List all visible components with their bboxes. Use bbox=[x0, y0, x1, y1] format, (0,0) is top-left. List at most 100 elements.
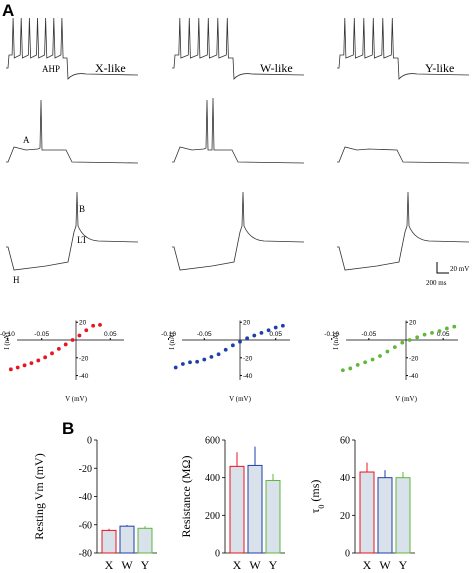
bar-y-tick-label: 200 bbox=[205, 511, 220, 522]
bar-x-label: Y bbox=[269, 558, 278, 572]
bar-x-label: X bbox=[105, 558, 114, 572]
iv-data-point bbox=[437, 329, 442, 334]
bar-X bbox=[229, 465, 245, 554]
iv-y-tick-label: -20 bbox=[243, 355, 253, 362]
column-name-x: X-like bbox=[95, 61, 126, 75]
iv-data-point bbox=[273, 325, 278, 330]
iv-data-point bbox=[63, 342, 68, 347]
iv-data-point bbox=[8, 367, 13, 372]
bar-ylabel: Resistance (MΩ) bbox=[179, 456, 193, 538]
iv-data-point bbox=[84, 328, 89, 333]
iv-data-point bbox=[29, 361, 34, 366]
panel-label-b: B bbox=[62, 419, 74, 438]
voltage-traces bbox=[6, 17, 470, 271]
bar-y-tick-label: 0 bbox=[215, 549, 220, 560]
bar-ylabel-unit: (ms) bbox=[308, 480, 322, 505]
bar-y-tick-label: 400 bbox=[205, 473, 220, 484]
bar-y-tick-label: 60 bbox=[340, 436, 350, 447]
trace-firing-0 bbox=[6, 17, 139, 81]
iv-x-tick-label: -0.05 bbox=[197, 331, 212, 338]
iv-data-point bbox=[50, 351, 54, 356]
iv-data-point bbox=[348, 366, 353, 371]
iv-data-point bbox=[340, 368, 345, 373]
bar-y-tick-label: 20 bbox=[340, 511, 350, 522]
bar-x-label: W bbox=[379, 558, 391, 572]
bar-x-label: W bbox=[121, 558, 133, 572]
bar-ylabel-symbol: τ bbox=[308, 508, 322, 513]
iv-x-tick-label: -0.10 bbox=[0, 331, 15, 338]
bar-X bbox=[359, 471, 375, 554]
bar-y-tick-label: -60 bbox=[79, 520, 92, 531]
bar-Y bbox=[395, 477, 411, 554]
bar-x-label: W bbox=[249, 558, 261, 572]
iv-plot-1: -0.10 -0.05 0.05 20 -20 -40 V (mV) I (nA) bbox=[161, 320, 290, 403]
iv-data-point bbox=[70, 338, 75, 342]
iv-data-point bbox=[378, 354, 382, 358]
column-name-y: Y-like bbox=[425, 61, 454, 75]
iv-x-tick-label: -0.10 bbox=[161, 331, 176, 338]
iv-data-point bbox=[22, 363, 27, 368]
iv-ylabel: I (nA) bbox=[3, 332, 11, 350]
bar-Y bbox=[265, 479, 281, 554]
iv-data-point bbox=[91, 323, 96, 328]
bar-x-label: X bbox=[363, 558, 372, 572]
iv-xlabel: V (mV) bbox=[65, 395, 88, 403]
bar-X bbox=[101, 529, 117, 554]
iv-xlabel: V (mV) bbox=[395, 395, 418, 403]
iv-data-point bbox=[452, 324, 457, 329]
bar-ylabel: Resting Vm (mV) bbox=[32, 453, 46, 539]
iv-y-tick-label: -20 bbox=[79, 355, 89, 362]
bar-W bbox=[119, 525, 135, 554]
iv-data-point bbox=[370, 357, 375, 362]
bar-y-tick-label: 0 bbox=[87, 436, 92, 447]
annotation-a: A bbox=[23, 135, 30, 145]
bar-W bbox=[377, 477, 393, 554]
trace-rebound-2 bbox=[337, 191, 470, 271]
bar-x-label: Y bbox=[141, 558, 150, 572]
iv-data-point bbox=[56, 346, 61, 351]
iv-y-tick-label: 20 bbox=[243, 320, 251, 327]
bar-W bbox=[247, 464, 263, 554]
trace-rebound-0 bbox=[6, 191, 139, 271]
bar-y-tick-label: -80 bbox=[79, 549, 92, 560]
iv-data-point bbox=[216, 352, 221, 357]
bar-Y bbox=[137, 527, 153, 554]
bar-ylabel: τ0 (ms) bbox=[308, 480, 326, 514]
bar-y-tick-label: -20 bbox=[79, 464, 92, 475]
iv-xlabel: V (mV) bbox=[229, 395, 252, 403]
trace-burst-1 bbox=[172, 97, 305, 164]
iv-data-point bbox=[385, 349, 390, 354]
bar-x-label: Y bbox=[399, 558, 408, 572]
iv-data-point bbox=[173, 365, 178, 370]
iv-data-point bbox=[15, 365, 20, 370]
iv-data-point bbox=[209, 354, 214, 359]
iv-data-point bbox=[98, 322, 102, 327]
iv-data-point bbox=[230, 343, 235, 348]
iv-data-point bbox=[195, 359, 200, 364]
trace-burst-0 bbox=[6, 99, 139, 164]
iv-plot-2: -0.10 -0.05 0.05 20 -20 -40 V (mV) I (nA) bbox=[324, 320, 458, 403]
annotation-ahp: AHP bbox=[42, 64, 60, 74]
trace-firing-1 bbox=[172, 17, 305, 81]
iv-data-point bbox=[238, 339, 242, 344]
iv-data-point bbox=[259, 330, 264, 335]
iv-data-point bbox=[180, 362, 185, 366]
iv-data-point bbox=[400, 340, 405, 345]
bar-y-tick-label: 600 bbox=[205, 436, 220, 447]
iv-y-tick-label: -40 bbox=[409, 373, 419, 380]
iv-y-tick-label: 20 bbox=[409, 320, 417, 327]
iv-data-point bbox=[223, 347, 228, 352]
iv-x-tick-label: -0.05 bbox=[361, 331, 376, 338]
iv-ylabel: I (nA) bbox=[168, 332, 176, 350]
panel-label-a: A bbox=[2, 1, 14, 20]
iv-x-tick-label: 0.05 bbox=[104, 331, 117, 338]
iv-data-point bbox=[202, 357, 207, 362]
iv-data-point bbox=[363, 360, 368, 365]
iv-data-point bbox=[355, 362, 360, 367]
bar-chart-1: 0 200 400 600 X W Y Resistance (MΩ) bbox=[179, 436, 285, 572]
iv-x-tick-label: -0.10 bbox=[324, 331, 339, 338]
